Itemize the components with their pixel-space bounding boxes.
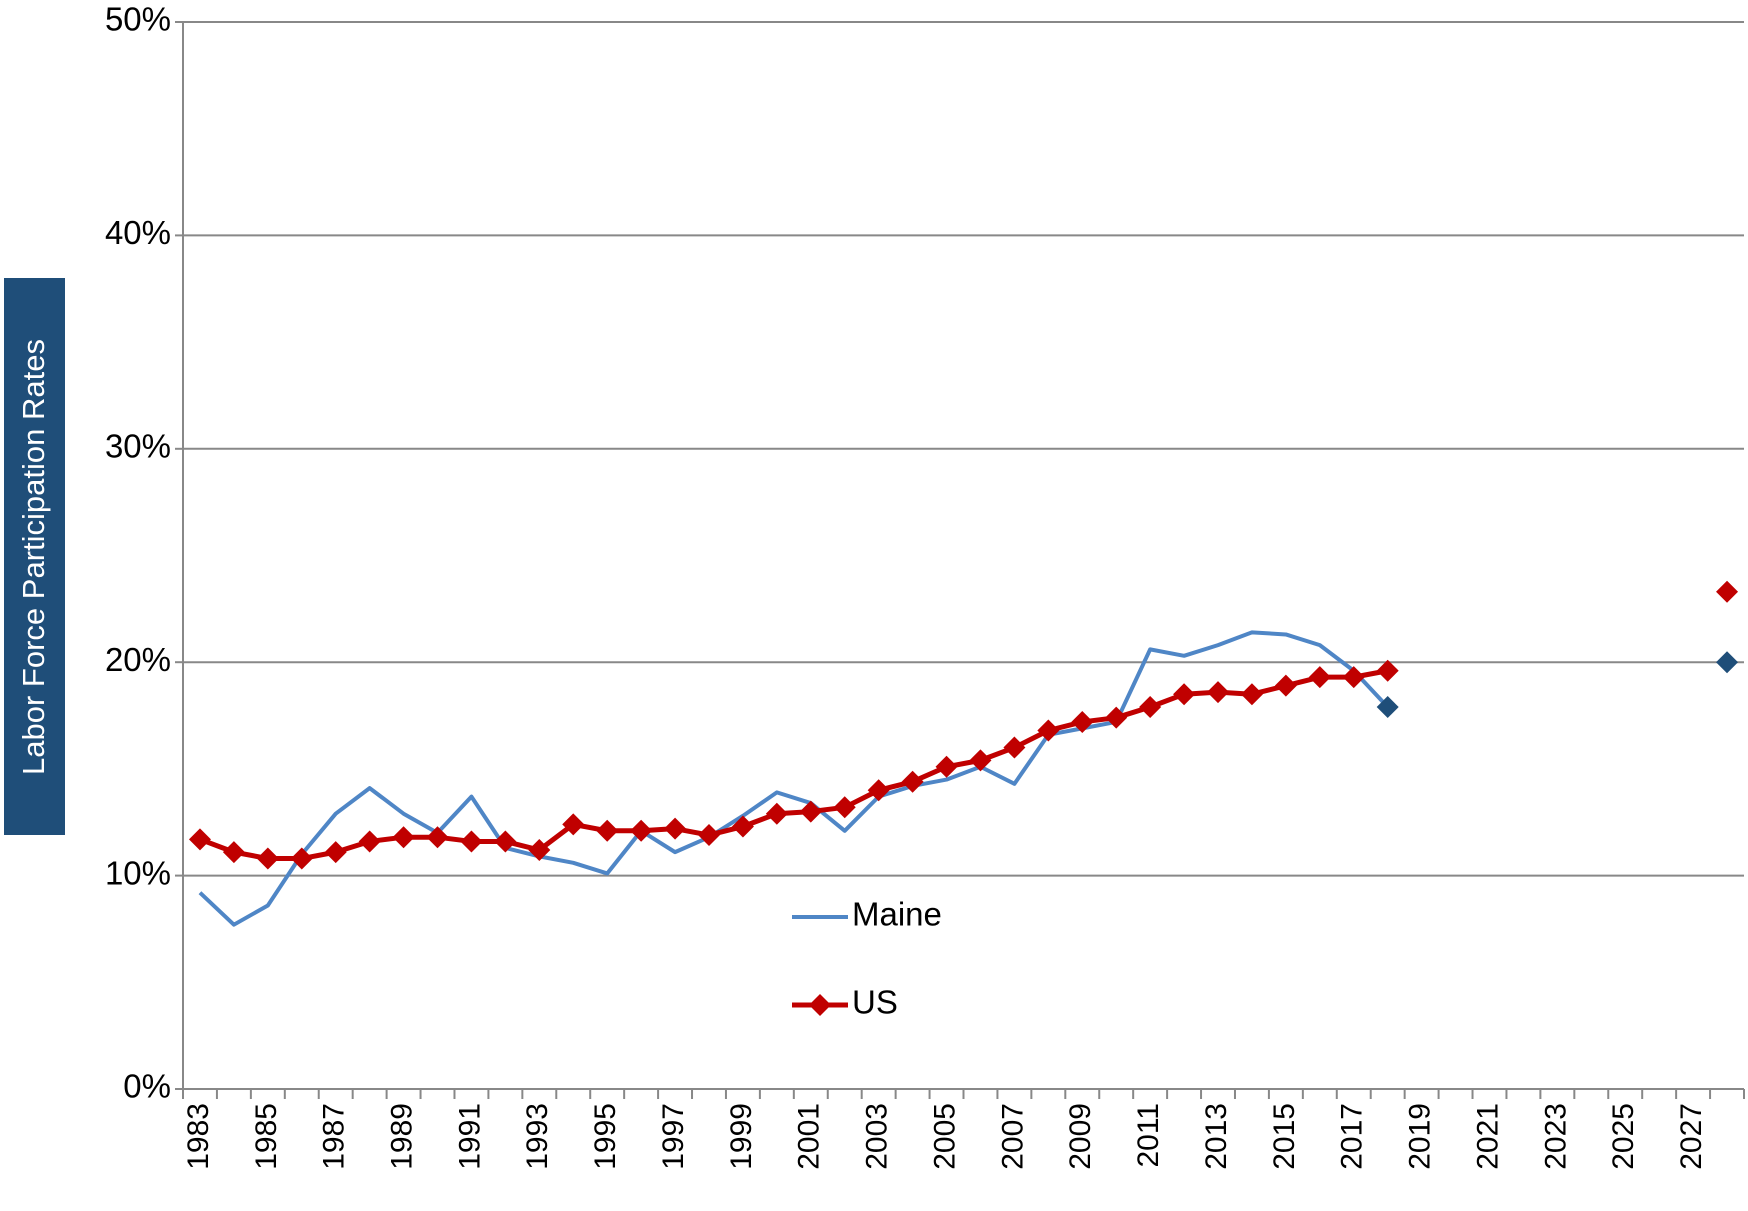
x-tick-label: 2019 xyxy=(1404,1103,1437,1170)
series-line xyxy=(200,592,1727,859)
point-marker xyxy=(324,841,347,864)
x-tick-label: 1987 xyxy=(318,1103,351,1170)
x-tick-label: 2023 xyxy=(1539,1103,1572,1170)
x-tick-label: 2017 xyxy=(1336,1103,1369,1170)
x-tick-label: 1989 xyxy=(385,1103,418,1170)
point-marker xyxy=(867,779,890,802)
legend-label: Maine xyxy=(852,896,942,933)
y-tick-label: 50% xyxy=(105,1,171,38)
x-tick-label: 1995 xyxy=(589,1103,622,1170)
y-tick-label: 0% xyxy=(123,1068,171,1105)
point-marker xyxy=(562,813,585,836)
point-marker xyxy=(901,770,924,793)
point-marker xyxy=(358,830,381,853)
point-marker xyxy=(664,817,687,840)
point-marker xyxy=(1037,719,1060,742)
point-marker xyxy=(1342,666,1365,689)
x-tick-label: 2015 xyxy=(1268,1103,1301,1170)
point-marker xyxy=(460,830,483,853)
x-tick-label: 1991 xyxy=(453,1103,486,1170)
y-tick-label: 30% xyxy=(105,428,171,465)
point-marker xyxy=(1139,696,1162,719)
point-marker xyxy=(188,828,211,851)
point-marker xyxy=(630,819,653,842)
point-marker xyxy=(256,847,279,870)
y-tick-label: 40% xyxy=(105,214,171,251)
point-marker xyxy=(528,838,551,861)
x-tick-label: 1993 xyxy=(521,1103,554,1170)
point-marker xyxy=(290,847,313,870)
x-tick-label: 2007 xyxy=(996,1103,1029,1170)
point-marker xyxy=(1274,674,1297,697)
point-marker xyxy=(222,841,245,864)
x-tick-label: 2005 xyxy=(928,1103,961,1170)
point-marker xyxy=(833,796,856,819)
point-marker xyxy=(799,800,822,823)
point-marker xyxy=(1240,683,1263,706)
point-marker xyxy=(1003,736,1026,759)
point-marker xyxy=(392,826,415,849)
point-marker xyxy=(1105,706,1128,729)
point-marker xyxy=(1207,681,1230,704)
point-marker xyxy=(426,826,449,849)
x-tick-label: 1997 xyxy=(657,1103,690,1170)
x-tick-label: 1983 xyxy=(182,1103,215,1170)
point-marker xyxy=(1716,580,1739,603)
x-tick-label: 1999 xyxy=(725,1103,758,1170)
point-marker xyxy=(765,802,788,825)
x-tick-label: 2021 xyxy=(1471,1103,1504,1170)
point-marker xyxy=(1071,710,1094,733)
x-tick-label: 2011 xyxy=(1132,1103,1165,1168)
x-tick-label: 2027 xyxy=(1675,1103,1708,1170)
x-tick-label: 2025 xyxy=(1607,1103,1640,1170)
y-label-box xyxy=(4,278,65,835)
point-marker xyxy=(935,755,958,778)
y-axis-label: Labor Force Participation Rates xyxy=(16,339,51,775)
point-marker xyxy=(596,819,619,842)
point-marker xyxy=(969,749,992,772)
point-marker xyxy=(1376,659,1399,682)
y-tick-label: 10% xyxy=(105,854,171,891)
point-marker xyxy=(731,815,754,838)
point-marker xyxy=(1173,683,1196,706)
point-marker xyxy=(697,824,720,847)
point-marker xyxy=(494,830,517,853)
y-tick-label: 20% xyxy=(105,641,171,678)
series-line xyxy=(200,632,1727,924)
x-tick-label: 2009 xyxy=(1064,1103,1097,1170)
point-marker xyxy=(1308,666,1331,689)
legend-marker xyxy=(809,994,831,1016)
x-tick-label: 1985 xyxy=(250,1103,283,1170)
x-tick-label: 2003 xyxy=(861,1103,894,1170)
point-marker xyxy=(1376,696,1399,719)
x-tick-label: 2001 xyxy=(793,1103,826,1170)
legend-label: US xyxy=(852,984,898,1021)
point-marker xyxy=(1716,651,1739,674)
x-tick-label: 2013 xyxy=(1200,1103,1233,1170)
